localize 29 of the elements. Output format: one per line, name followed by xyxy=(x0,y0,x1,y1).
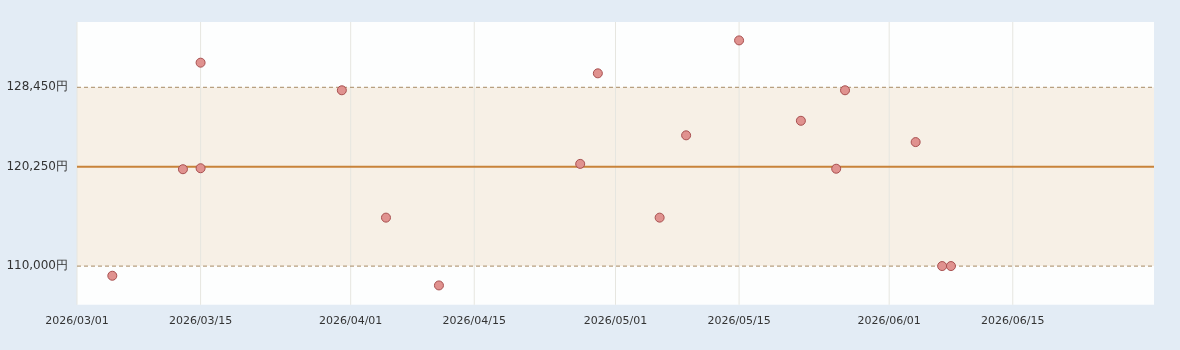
point xyxy=(795,115,806,126)
x-tick-label: 2026/06/15 xyxy=(981,314,1045,328)
x-tick-label: 2026/06/01 xyxy=(857,314,921,328)
x-tick-label: 2026/03/15 xyxy=(168,314,233,328)
point xyxy=(592,68,603,79)
point xyxy=(840,85,851,96)
point xyxy=(734,35,745,46)
y-tick-label: 120,250円 xyxy=(6,158,68,173)
y-tick-label: 128,450円 xyxy=(6,79,68,94)
point xyxy=(575,158,586,169)
point xyxy=(195,163,206,174)
x-tick-label: 2026/03/01 xyxy=(45,314,109,328)
point xyxy=(177,164,188,175)
point xyxy=(336,85,347,96)
y-tick-label: 110,000円 xyxy=(6,258,68,273)
x-tick-label: 2026/04/15 xyxy=(442,314,506,328)
point xyxy=(681,130,692,141)
point xyxy=(945,261,956,272)
x-tick-label: 2026/04/01 xyxy=(318,314,383,328)
point xyxy=(433,280,444,291)
point xyxy=(107,270,118,281)
point xyxy=(937,261,948,272)
point xyxy=(654,212,665,223)
point xyxy=(380,212,391,223)
x-tick-label: 2026/05/15 xyxy=(707,314,771,328)
x-tick-label: 2026/05/01 xyxy=(583,314,648,328)
point xyxy=(195,57,206,68)
point xyxy=(910,137,921,148)
point xyxy=(831,163,842,174)
